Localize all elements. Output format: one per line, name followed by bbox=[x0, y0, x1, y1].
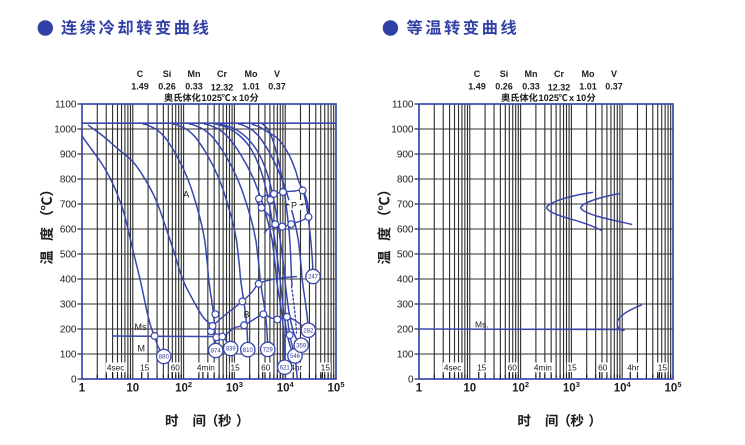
svg-text:10: 10 bbox=[576, 93, 586, 103]
svg-text:C: C bbox=[474, 69, 481, 79]
svg-text:Cr: Cr bbox=[217, 69, 227, 79]
svg-text:600: 600 bbox=[397, 225, 414, 236]
svg-text:100: 100 bbox=[60, 350, 77, 361]
svg-text:800: 800 bbox=[60, 175, 77, 186]
svg-text:1100: 1100 bbox=[392, 100, 414, 111]
svg-text:Si: Si bbox=[163, 69, 172, 79]
svg-text:105: 105 bbox=[328, 380, 345, 395]
svg-text:0: 0 bbox=[71, 375, 77, 386]
svg-text:247: 247 bbox=[308, 275, 319, 281]
svg-text:1.01: 1.01 bbox=[242, 82, 260, 92]
svg-text:Si: Si bbox=[500, 69, 509, 79]
svg-text:400: 400 bbox=[397, 275, 414, 286]
svg-text:M: M bbox=[138, 344, 146, 354]
svg-text:1000: 1000 bbox=[54, 125, 77, 136]
svg-text:1: 1 bbox=[416, 383, 423, 395]
svg-text:200: 200 bbox=[60, 325, 77, 336]
svg-text:A: A bbox=[183, 190, 190, 201]
svg-text:900: 900 bbox=[397, 150, 414, 161]
svg-text:1: 1 bbox=[79, 383, 86, 395]
svg-text:4hr: 4hr bbox=[627, 363, 639, 373]
svg-text:874: 874 bbox=[211, 349, 222, 355]
svg-text:400: 400 bbox=[60, 275, 77, 286]
svg-text:C: C bbox=[137, 69, 144, 79]
svg-text:359: 359 bbox=[296, 343, 307, 349]
svg-text:102: 102 bbox=[175, 380, 192, 395]
svg-text:60: 60 bbox=[171, 363, 181, 373]
svg-text:Mn: Mn bbox=[188, 69, 201, 79]
svg-text:V: V bbox=[611, 69, 617, 79]
svg-text:810: 810 bbox=[243, 348, 254, 354]
svg-text:V: V bbox=[274, 69, 280, 79]
svg-text:4min: 4min bbox=[534, 363, 552, 373]
svg-text:900: 900 bbox=[60, 150, 77, 161]
svg-text:800: 800 bbox=[397, 175, 414, 186]
svg-text:0.26: 0.26 bbox=[495, 82, 513, 92]
svg-text:Ms: Ms bbox=[135, 322, 147, 332]
svg-text:500: 500 bbox=[60, 250, 77, 261]
svg-text:1025: 1025 bbox=[202, 93, 222, 103]
svg-text:15: 15 bbox=[321, 363, 331, 373]
svg-text:10: 10 bbox=[463, 383, 476, 395]
svg-text:0.37: 0.37 bbox=[605, 82, 623, 92]
svg-text:60: 60 bbox=[508, 363, 518, 373]
svg-text:600: 600 bbox=[60, 225, 77, 236]
svg-text:300: 300 bbox=[397, 300, 414, 311]
svg-text:103: 103 bbox=[563, 380, 580, 395]
svg-text:100: 100 bbox=[397, 350, 414, 361]
svg-text:282: 282 bbox=[303, 328, 314, 334]
svg-text:700: 700 bbox=[397, 200, 414, 211]
svg-text:1.49: 1.49 bbox=[131, 82, 149, 92]
svg-text:1.01: 1.01 bbox=[579, 82, 597, 92]
svg-text:15: 15 bbox=[230, 363, 240, 373]
svg-text:x: x bbox=[232, 93, 238, 103]
svg-text:300: 300 bbox=[60, 300, 77, 311]
svg-text:4sec: 4sec bbox=[444, 363, 462, 373]
svg-text:103: 103 bbox=[226, 380, 243, 395]
svg-text:105: 105 bbox=[665, 380, 682, 395]
svg-text:0: 0 bbox=[408, 375, 414, 386]
svg-text:12.32: 12.32 bbox=[548, 83, 571, 93]
svg-text:1.49: 1.49 bbox=[468, 82, 486, 92]
svg-text:15: 15 bbox=[477, 363, 487, 373]
svg-text:729: 729 bbox=[263, 348, 274, 354]
svg-text:4min: 4min bbox=[197, 363, 215, 373]
svg-text:60: 60 bbox=[598, 363, 608, 373]
svg-text:Mo: Mo bbox=[582, 69, 595, 79]
svg-text:12.32: 12.32 bbox=[211, 83, 234, 93]
svg-text:700: 700 bbox=[60, 200, 77, 211]
svg-text:15: 15 bbox=[140, 363, 150, 373]
svg-text:0.33: 0.33 bbox=[522, 82, 540, 92]
svg-text:0.26: 0.26 bbox=[158, 82, 176, 92]
svg-text:B: B bbox=[244, 310, 250, 320]
svg-text:Ms.: Ms. bbox=[475, 320, 489, 330]
svg-text:Cr: Cr bbox=[554, 69, 564, 79]
svg-text:1000: 1000 bbox=[391, 125, 414, 136]
svg-text:200: 200 bbox=[397, 325, 414, 336]
svg-text:880: 880 bbox=[159, 355, 170, 361]
svg-text:1100: 1100 bbox=[55, 100, 77, 111]
svg-text:0.37: 0.37 bbox=[268, 82, 286, 92]
svg-text:Mn: Mn bbox=[525, 69, 538, 79]
svg-text:15: 15 bbox=[658, 363, 668, 373]
svg-text:839: 839 bbox=[226, 347, 237, 353]
svg-text:546: 546 bbox=[290, 354, 301, 360]
svg-text:621: 621 bbox=[280, 365, 291, 371]
svg-text:x: x bbox=[569, 93, 575, 103]
svg-text:15: 15 bbox=[567, 363, 577, 373]
svg-text:102: 102 bbox=[512, 380, 529, 395]
svg-text:60: 60 bbox=[261, 363, 271, 373]
svg-text:500: 500 bbox=[397, 250, 414, 261]
svg-text:1025: 1025 bbox=[539, 93, 559, 103]
svg-text:0.33: 0.33 bbox=[185, 82, 203, 92]
svg-text:4sec: 4sec bbox=[107, 363, 125, 373]
svg-text:P: P bbox=[291, 201, 297, 211]
svg-text:Mo: Mo bbox=[245, 69, 258, 79]
svg-text:10: 10 bbox=[239, 93, 249, 103]
svg-text:10: 10 bbox=[126, 383, 139, 395]
